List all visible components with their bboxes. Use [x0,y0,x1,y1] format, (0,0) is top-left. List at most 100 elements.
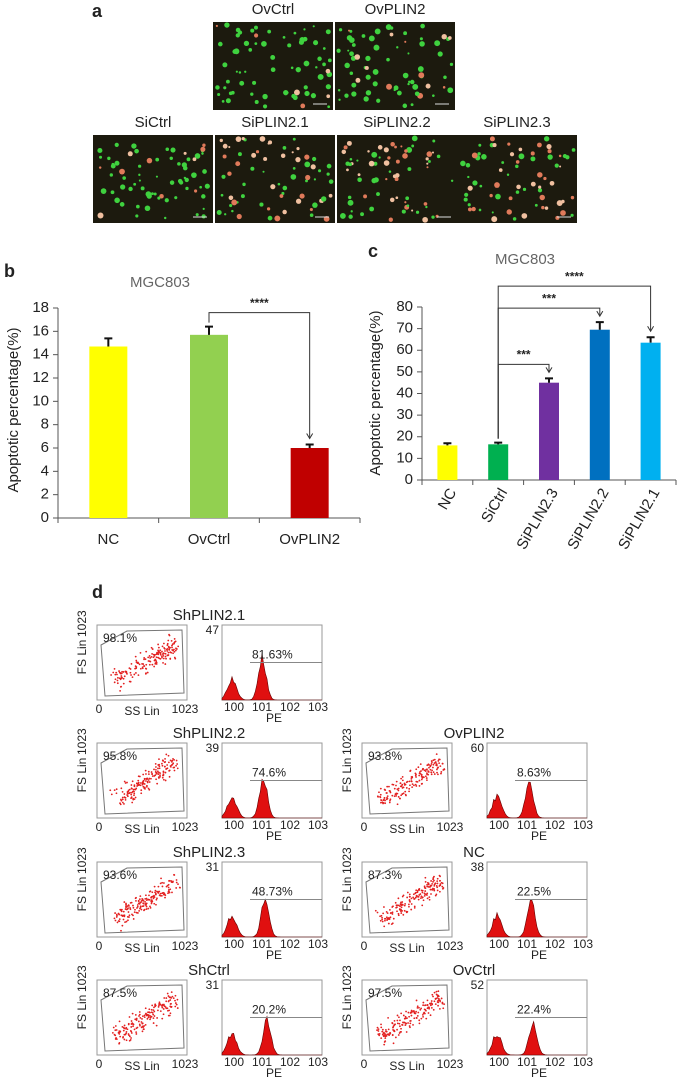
cell [571,148,576,152]
cell [467,207,472,212]
cell [236,213,242,220]
event-dot [410,1009,413,1012]
cell [346,168,349,172]
cell [235,161,241,167]
event-dot [439,1000,441,1003]
cell [235,27,241,33]
event-dot [419,1008,422,1011]
event-dot [155,772,158,775]
cell [325,29,331,35]
event-dot [415,999,418,1002]
event-dot [124,796,127,799]
cell [114,142,119,147]
event-dot [143,908,146,911]
event-dot [405,794,407,797]
error-bar [104,337,113,347]
cell [261,40,267,47]
cell [195,213,199,217]
event-dot [432,759,435,762]
cell [407,52,410,55]
cell [313,178,317,181]
event-dot [434,1003,437,1006]
event-dot [418,774,421,777]
event-dot [153,1010,156,1013]
cell [349,29,353,33]
event-dot [395,904,398,907]
event-dot [117,912,120,915]
event-dot [148,777,151,780]
event-dot [154,662,157,665]
event-dot [426,883,429,886]
event-dot [393,1023,396,1026]
event-dot [396,803,399,806]
y-tick-label: 20 [396,428,413,445]
axis-max: 1023 [75,847,89,874]
event-dot [174,649,177,652]
event-dot [125,906,127,909]
event-dot [142,785,145,788]
cell [364,65,369,70]
cell [481,154,487,160]
event-dot [134,897,137,900]
event-dot [433,889,436,892]
cell [357,177,362,183]
event-dot [127,904,130,907]
image-label: SiPLIN2.3 [483,114,551,131]
cell [373,161,378,166]
cell [222,154,227,159]
event-dot [390,923,393,926]
cell [282,35,286,39]
cell [254,100,259,105]
cell [151,192,154,196]
cell [262,170,265,173]
event-dot [428,898,431,901]
event-dot [163,882,165,884]
event-dot [421,776,424,779]
event-dot [428,1007,431,1010]
cell [347,199,354,206]
scatter-box [96,861,188,938]
cell [202,143,206,147]
cell [238,71,242,74]
cell [227,171,232,176]
event-dot [416,1006,419,1009]
axis-label: PE [266,711,282,725]
event-dot [437,990,440,993]
cell [315,66,318,69]
axis-label: PE [266,948,282,962]
event-dot [437,760,440,762]
event-dot [408,790,410,793]
event-dot [379,787,382,790]
event-dot [140,792,143,795]
event-dot [135,661,138,664]
event-dot [174,640,176,643]
event-dot [138,1011,141,1013]
event-dot [156,782,159,785]
cell [177,162,181,166]
cell [262,104,268,109]
x-tick-label: SiCtrl [478,485,511,525]
event-dot [130,662,133,665]
event-dot [172,880,174,883]
cell [250,166,255,171]
cell [201,214,206,219]
cell [348,214,353,219]
event-dot [130,1026,133,1028]
cell [182,165,188,171]
event-dot [175,887,178,889]
y-tick-label: 50 [396,363,413,380]
event-dot [169,759,172,762]
panel-label: d [92,582,103,602]
event-dot [377,1033,380,1036]
event-dot [381,1028,384,1031]
pe-gate-percent: 22.4% [517,1003,551,1017]
event-dot [113,1033,116,1036]
event-dot [152,1009,155,1012]
event-dot [400,785,403,787]
event-dot [142,1026,145,1029]
event-dot [415,776,417,778]
cell [479,184,483,188]
event-dot [438,758,440,761]
cell [489,193,493,198]
axis-zero: 0 [361,820,368,834]
